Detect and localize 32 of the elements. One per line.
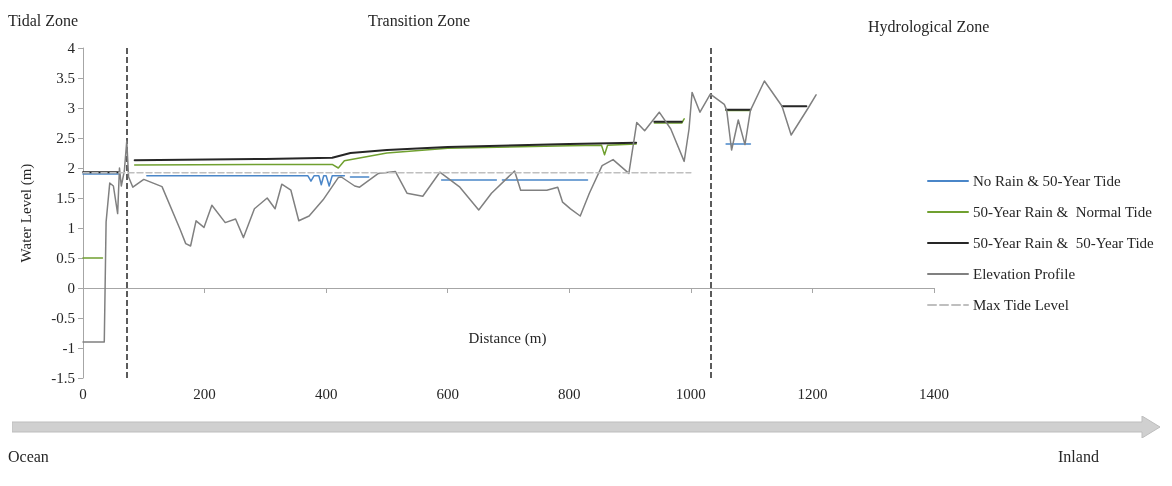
y-tick-label: -0.5 [51,310,75,326]
legend-label: No Rain & 50-Year Tide [973,173,1122,189]
y-tick-label: 3 [67,100,75,116]
x-tick-label: 800 [558,385,581,402]
y-tick-label: 2 [67,160,75,176]
x-tick-label: 0 [79,385,87,402]
legend-label: Max Tide Level [973,297,1069,313]
y-tick-label: 0 [67,280,75,296]
legend-label: Elevation Profile [973,266,1076,282]
y-tick-label: 3.5 [56,70,75,86]
legend-label: 50-Year Rain & Normal Tide [973,204,1153,220]
x-tick-label: 200 [193,385,216,402]
text: Inland [1058,447,1099,465]
y-tick-label: 1 [67,220,75,236]
y-tick-label: 1.5 [56,190,75,206]
y-tick-label: -1.5 [51,370,75,386]
text: Tidal Zone [8,11,79,29]
x-tick-label: 400 [314,385,338,402]
text: Ocean [8,447,49,465]
x-tick-label: 1000 [675,385,706,402]
legend-label: 50-Year Rain & 50-Year Tide [973,235,1155,251]
text: Transition Zone [368,11,471,29]
y-tick-label: 4 [67,40,76,56]
x-tick-label: 1200 [797,385,828,402]
y-tick-label: 0.5 [56,250,75,266]
x-axis-title: Distance (m) [468,329,547,347]
y-tick-label: -1 [62,340,75,356]
y-axis-title: Water Level (m) [17,163,35,263]
y-tick-label: 2.5 [56,130,75,146]
x-tick-label: 1400 [919,385,949,402]
text: Hydrological Zone [868,17,990,36]
x-tick-label: 600 [436,385,459,402]
